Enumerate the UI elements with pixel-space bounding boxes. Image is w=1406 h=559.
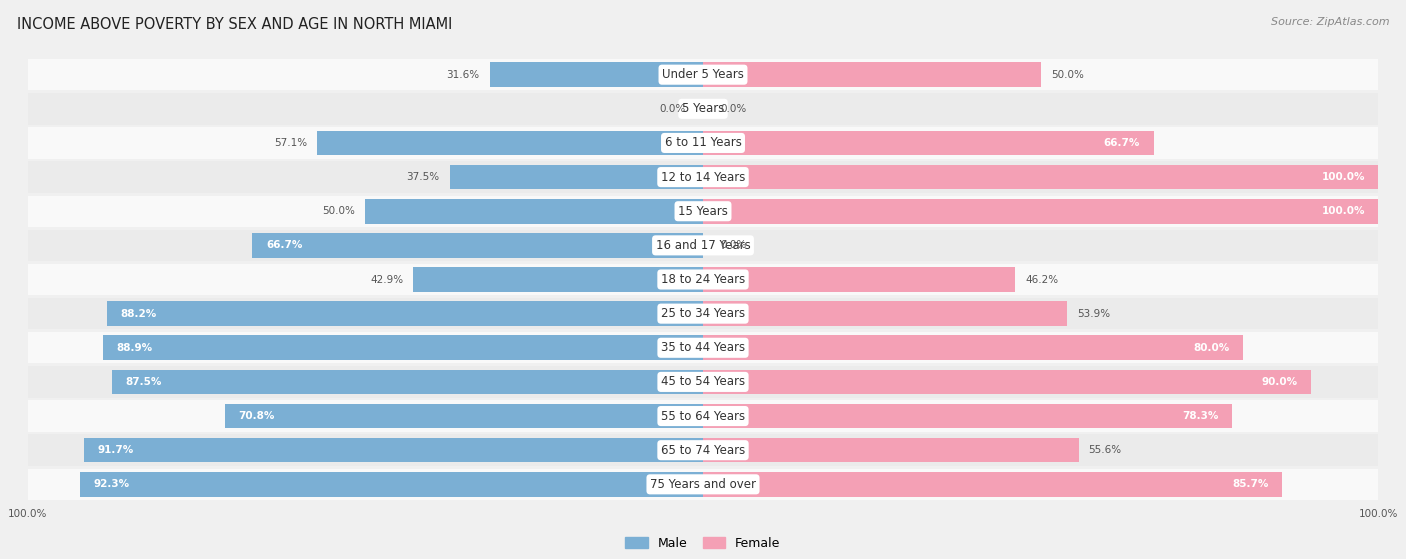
Text: 0.0%: 0.0% bbox=[659, 104, 686, 114]
Bar bbox=[703, 267, 1015, 292]
Text: 16 and 17 Years: 16 and 17 Years bbox=[655, 239, 751, 252]
Text: Source: ZipAtlas.com: Source: ZipAtlas.com bbox=[1271, 17, 1389, 27]
Text: 37.5%: 37.5% bbox=[406, 172, 440, 182]
Bar bbox=[28, 468, 1378, 500]
Bar bbox=[28, 264, 1378, 295]
Bar bbox=[28, 127, 1378, 159]
Bar bbox=[413, 267, 703, 292]
Bar bbox=[103, 335, 703, 360]
Text: 92.3%: 92.3% bbox=[93, 479, 129, 489]
Bar bbox=[107, 301, 703, 326]
Text: 6 to 11 Years: 6 to 11 Years bbox=[665, 136, 741, 149]
Bar bbox=[225, 404, 703, 428]
Bar bbox=[703, 131, 1153, 155]
Bar bbox=[703, 369, 1310, 394]
Bar bbox=[489, 63, 703, 87]
Text: 100.0%: 100.0% bbox=[1322, 172, 1365, 182]
Text: INCOME ABOVE POVERTY BY SEX AND AGE IN NORTH MIAMI: INCOME ABOVE POVERTY BY SEX AND AGE IN N… bbox=[17, 17, 453, 32]
Bar bbox=[366, 199, 703, 224]
Text: 5 Years: 5 Years bbox=[682, 102, 724, 115]
Bar bbox=[28, 366, 1378, 397]
Bar bbox=[703, 63, 1040, 87]
Bar bbox=[703, 301, 1067, 326]
Text: 50.0%: 50.0% bbox=[322, 206, 356, 216]
Text: 0.0%: 0.0% bbox=[720, 240, 747, 250]
Text: 57.1%: 57.1% bbox=[274, 138, 307, 148]
Bar bbox=[83, 438, 703, 462]
Bar bbox=[28, 59, 1378, 91]
Bar bbox=[28, 162, 1378, 193]
Text: 85.7%: 85.7% bbox=[1232, 479, 1268, 489]
Bar bbox=[28, 434, 1378, 466]
Text: 75 Years and over: 75 Years and over bbox=[650, 478, 756, 491]
Text: 18 to 24 Years: 18 to 24 Years bbox=[661, 273, 745, 286]
Text: 70.8%: 70.8% bbox=[238, 411, 274, 421]
Bar bbox=[253, 233, 703, 258]
Bar bbox=[28, 93, 1378, 125]
Bar bbox=[703, 472, 1282, 496]
Text: 90.0%: 90.0% bbox=[1261, 377, 1298, 387]
Bar bbox=[28, 196, 1378, 227]
Text: 55 to 64 Years: 55 to 64 Years bbox=[661, 410, 745, 423]
Bar bbox=[703, 404, 1232, 428]
Text: 88.2%: 88.2% bbox=[121, 309, 157, 319]
Text: 35 to 44 Years: 35 to 44 Years bbox=[661, 342, 745, 354]
Text: 80.0%: 80.0% bbox=[1194, 343, 1230, 353]
Text: 100.0%: 100.0% bbox=[1322, 206, 1365, 216]
Text: 42.9%: 42.9% bbox=[370, 274, 404, 285]
Text: 66.7%: 66.7% bbox=[1104, 138, 1140, 148]
Text: 66.7%: 66.7% bbox=[266, 240, 302, 250]
Text: 65 to 74 Years: 65 to 74 Years bbox=[661, 444, 745, 457]
Text: 12 to 14 Years: 12 to 14 Years bbox=[661, 170, 745, 183]
Bar bbox=[28, 230, 1378, 261]
Legend: Male, Female: Male, Female bbox=[620, 532, 786, 555]
Text: 55.6%: 55.6% bbox=[1088, 445, 1122, 455]
Text: 88.9%: 88.9% bbox=[117, 343, 152, 353]
Text: 53.9%: 53.9% bbox=[1077, 309, 1111, 319]
Bar bbox=[28, 332, 1378, 363]
Bar bbox=[112, 369, 703, 394]
Bar bbox=[80, 472, 703, 496]
Text: 31.6%: 31.6% bbox=[446, 70, 479, 80]
Text: 78.3%: 78.3% bbox=[1182, 411, 1219, 421]
Bar bbox=[28, 298, 1378, 329]
Bar bbox=[703, 165, 1378, 190]
Bar bbox=[703, 199, 1378, 224]
Text: 0.0%: 0.0% bbox=[720, 104, 747, 114]
Bar bbox=[28, 400, 1378, 432]
Text: 91.7%: 91.7% bbox=[97, 445, 134, 455]
Bar bbox=[703, 335, 1243, 360]
Text: 46.2%: 46.2% bbox=[1025, 274, 1059, 285]
Text: 15 Years: 15 Years bbox=[678, 205, 728, 217]
Bar bbox=[318, 131, 703, 155]
Text: 50.0%: 50.0% bbox=[1050, 70, 1084, 80]
Text: 45 to 54 Years: 45 to 54 Years bbox=[661, 376, 745, 389]
Text: 87.5%: 87.5% bbox=[125, 377, 162, 387]
Text: Under 5 Years: Under 5 Years bbox=[662, 68, 744, 81]
Bar bbox=[450, 165, 703, 190]
Bar bbox=[703, 438, 1078, 462]
Text: 25 to 34 Years: 25 to 34 Years bbox=[661, 307, 745, 320]
